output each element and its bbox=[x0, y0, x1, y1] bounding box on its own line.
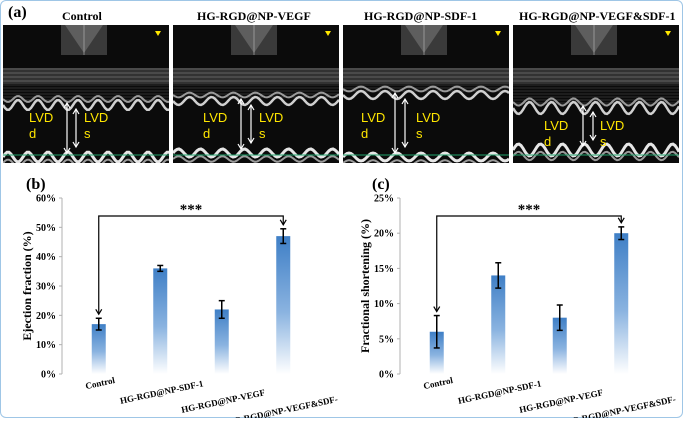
chart-c-category-label-0: Control bbox=[422, 375, 454, 391]
chart-c-significance-bracket bbox=[436, 215, 622, 312]
echo-wall-trace bbox=[343, 151, 509, 163]
echo-wall-trace bbox=[3, 158, 169, 163]
chart-b-y-tick-label: 10% bbox=[36, 340, 56, 351]
chart-b-y-tick-label: 0% bbox=[41, 370, 56, 381]
echo-wall-trace bbox=[343, 85, 509, 93]
chart-c-svg: Fractional shortening (%) 0% 5% 10% 15% 20% 25… bbox=[358, 194, 682, 423]
chart-c-bar-1 bbox=[491, 275, 506, 374]
chart-c-y-tick-label: 20% bbox=[374, 229, 394, 240]
chart-c-y-tick-label: 0% bbox=[379, 370, 394, 381]
lvdd-label-control: LVD d bbox=[29, 110, 54, 141]
echo-title-sdf1: HG-RGD@NP-SDF-1 bbox=[364, 9, 478, 23]
echo-wall-trace bbox=[3, 98, 169, 112]
echo-wall-trace bbox=[513, 97, 679, 107]
chart-c-bar-0 bbox=[429, 331, 444, 374]
chart-c-y-tick-label: 15% bbox=[374, 264, 394, 275]
echo-arrowhead-down bbox=[589, 134, 597, 142]
lvds-label-vegf: LVD s bbox=[259, 110, 284, 141]
echo-wall-trace bbox=[513, 100, 679, 116]
chart-b-y-tick-label: 50% bbox=[36, 223, 56, 234]
echo-arrowhead-up bbox=[401, 97, 409, 105]
chart-c-y-tick-label: 5% bbox=[379, 334, 394, 345]
echo-arrowhead-up bbox=[63, 101, 71, 109]
lvds-label-sdf1: LVD s bbox=[416, 110, 441, 141]
lvdd-label-vegf: LVD d bbox=[203, 110, 228, 141]
echo-wall-trace bbox=[3, 95, 169, 103]
echo-image-vegf bbox=[173, 25, 339, 163]
echo-wall-trace bbox=[173, 155, 339, 163]
echo-arrowhead-down bbox=[401, 141, 409, 149]
chart-b-significance-arrow-right bbox=[279, 219, 287, 226]
echo-wall-trace bbox=[173, 91, 339, 99]
chart-c-significance-arrow-left bbox=[433, 306, 441, 313]
echo-arrowhead-up bbox=[247, 103, 255, 111]
echo-svg bbox=[343, 25, 509, 163]
chart-c-bar-2 bbox=[552, 317, 567, 374]
chart-c-y-tick-label: 10% bbox=[374, 299, 394, 310]
echo-wall-trace bbox=[3, 150, 169, 163]
echo-arrowhead-up bbox=[579, 104, 587, 112]
chart-b-significance-bracket bbox=[98, 215, 284, 315]
echo-arrowhead-up bbox=[237, 97, 245, 105]
echo-wall-trace bbox=[513, 150, 679, 162]
lvdd-label-sdf1: LVD d bbox=[361, 110, 386, 141]
echo-image-sdf1 bbox=[343, 25, 509, 163]
echo-wall-trace bbox=[343, 159, 501, 163]
chart-b-significance-arrow-left bbox=[95, 308, 103, 316]
chart-c-y-tick-label: 25% bbox=[374, 194, 394, 205]
chart-b-bar-1 bbox=[153, 268, 168, 374]
chart-b-svg: Ejection fraction (%) 0% 10% 20% 30% 40% 50% 60… bbox=[20, 194, 344, 423]
lvdd-label-vegf-sdf1: LVD d bbox=[544, 118, 569, 149]
echo-arrowhead-up bbox=[589, 110, 597, 118]
chart-b-bar-0 bbox=[91, 324, 106, 374]
chart-c-y-axis-label: Fractional shortening (%) bbox=[358, 219, 372, 353]
chart-fractional-shortening: Fractional shortening (%) 0% 5% 10% 15% 20% 25… bbox=[356, 190, 682, 423]
echo-arrowhead-up bbox=[72, 107, 80, 115]
panel-label-c: (c) bbox=[372, 176, 390, 193]
echo-wall-trace bbox=[513, 142, 679, 158]
chart-c-significance-arrow-right bbox=[617, 217, 625, 225]
chart-ejection-fraction: Ejection fraction (%) 0% 10% 20% 30% 40% 50% 60… bbox=[18, 190, 344, 423]
echo-marker-icon bbox=[495, 31, 501, 36]
echo-arrowhead-down bbox=[63, 147, 71, 155]
echo-title-control: Control bbox=[62, 9, 102, 23]
echo-svg bbox=[3, 25, 169, 163]
chart-b-y-tick-label: 30% bbox=[36, 282, 56, 293]
echo-svg bbox=[173, 25, 339, 163]
echo-marker-icon bbox=[155, 31, 161, 36]
panel-label-b: (b) bbox=[26, 176, 46, 193]
chart-b-y-axis-label: Ejection fraction (%) bbox=[20, 231, 34, 340]
echo-arrowhead-down bbox=[579, 140, 587, 148]
chart-c-significance-label: *** bbox=[518, 202, 541, 218]
lvds-label-control: LVD s bbox=[84, 110, 109, 141]
chart-c-bar-3 bbox=[614, 233, 629, 374]
echo-arrowhead-down bbox=[72, 141, 80, 149]
echo-arrowhead-up bbox=[391, 91, 399, 99]
echo-svg bbox=[513, 25, 679, 163]
echo-title-vegf: HG-RGD@NP-VEGF bbox=[197, 9, 311, 23]
chart-b-y-tick-label: 20% bbox=[36, 311, 56, 322]
echo-marker-icon bbox=[325, 31, 331, 36]
echo-marker-icon bbox=[665, 31, 671, 36]
lvds-label-vegf-sdf1: LVD s bbox=[600, 118, 625, 149]
chart-b-y-tick-label: 60% bbox=[36, 194, 56, 205]
echo-title-vegf-sdf1: HG-RGD@NP-VEGF&SDF-1 bbox=[519, 9, 676, 23]
echo-arrowhead-down bbox=[391, 147, 399, 155]
chart-b-significance-label: *** bbox=[180, 202, 203, 218]
chart-b-bar-2 bbox=[214, 309, 229, 374]
chart-b-y-tick-label: 40% bbox=[36, 252, 56, 263]
echo-image-control bbox=[3, 25, 169, 163]
panel-label-a: (a) bbox=[8, 4, 27, 21]
echo-arrowhead-down bbox=[247, 137, 255, 145]
chart-b-bar-3 bbox=[276, 236, 291, 374]
echo-wall-trace bbox=[343, 89, 509, 101]
echo-arrowhead-down bbox=[237, 143, 245, 151]
echo-wall-trace bbox=[173, 147, 339, 159]
echo-image-vegf-sdf1 bbox=[513, 25, 679, 163]
chart-b-category-label-0: Control bbox=[84, 375, 116, 391]
echo-wall-trace bbox=[173, 95, 339, 107]
